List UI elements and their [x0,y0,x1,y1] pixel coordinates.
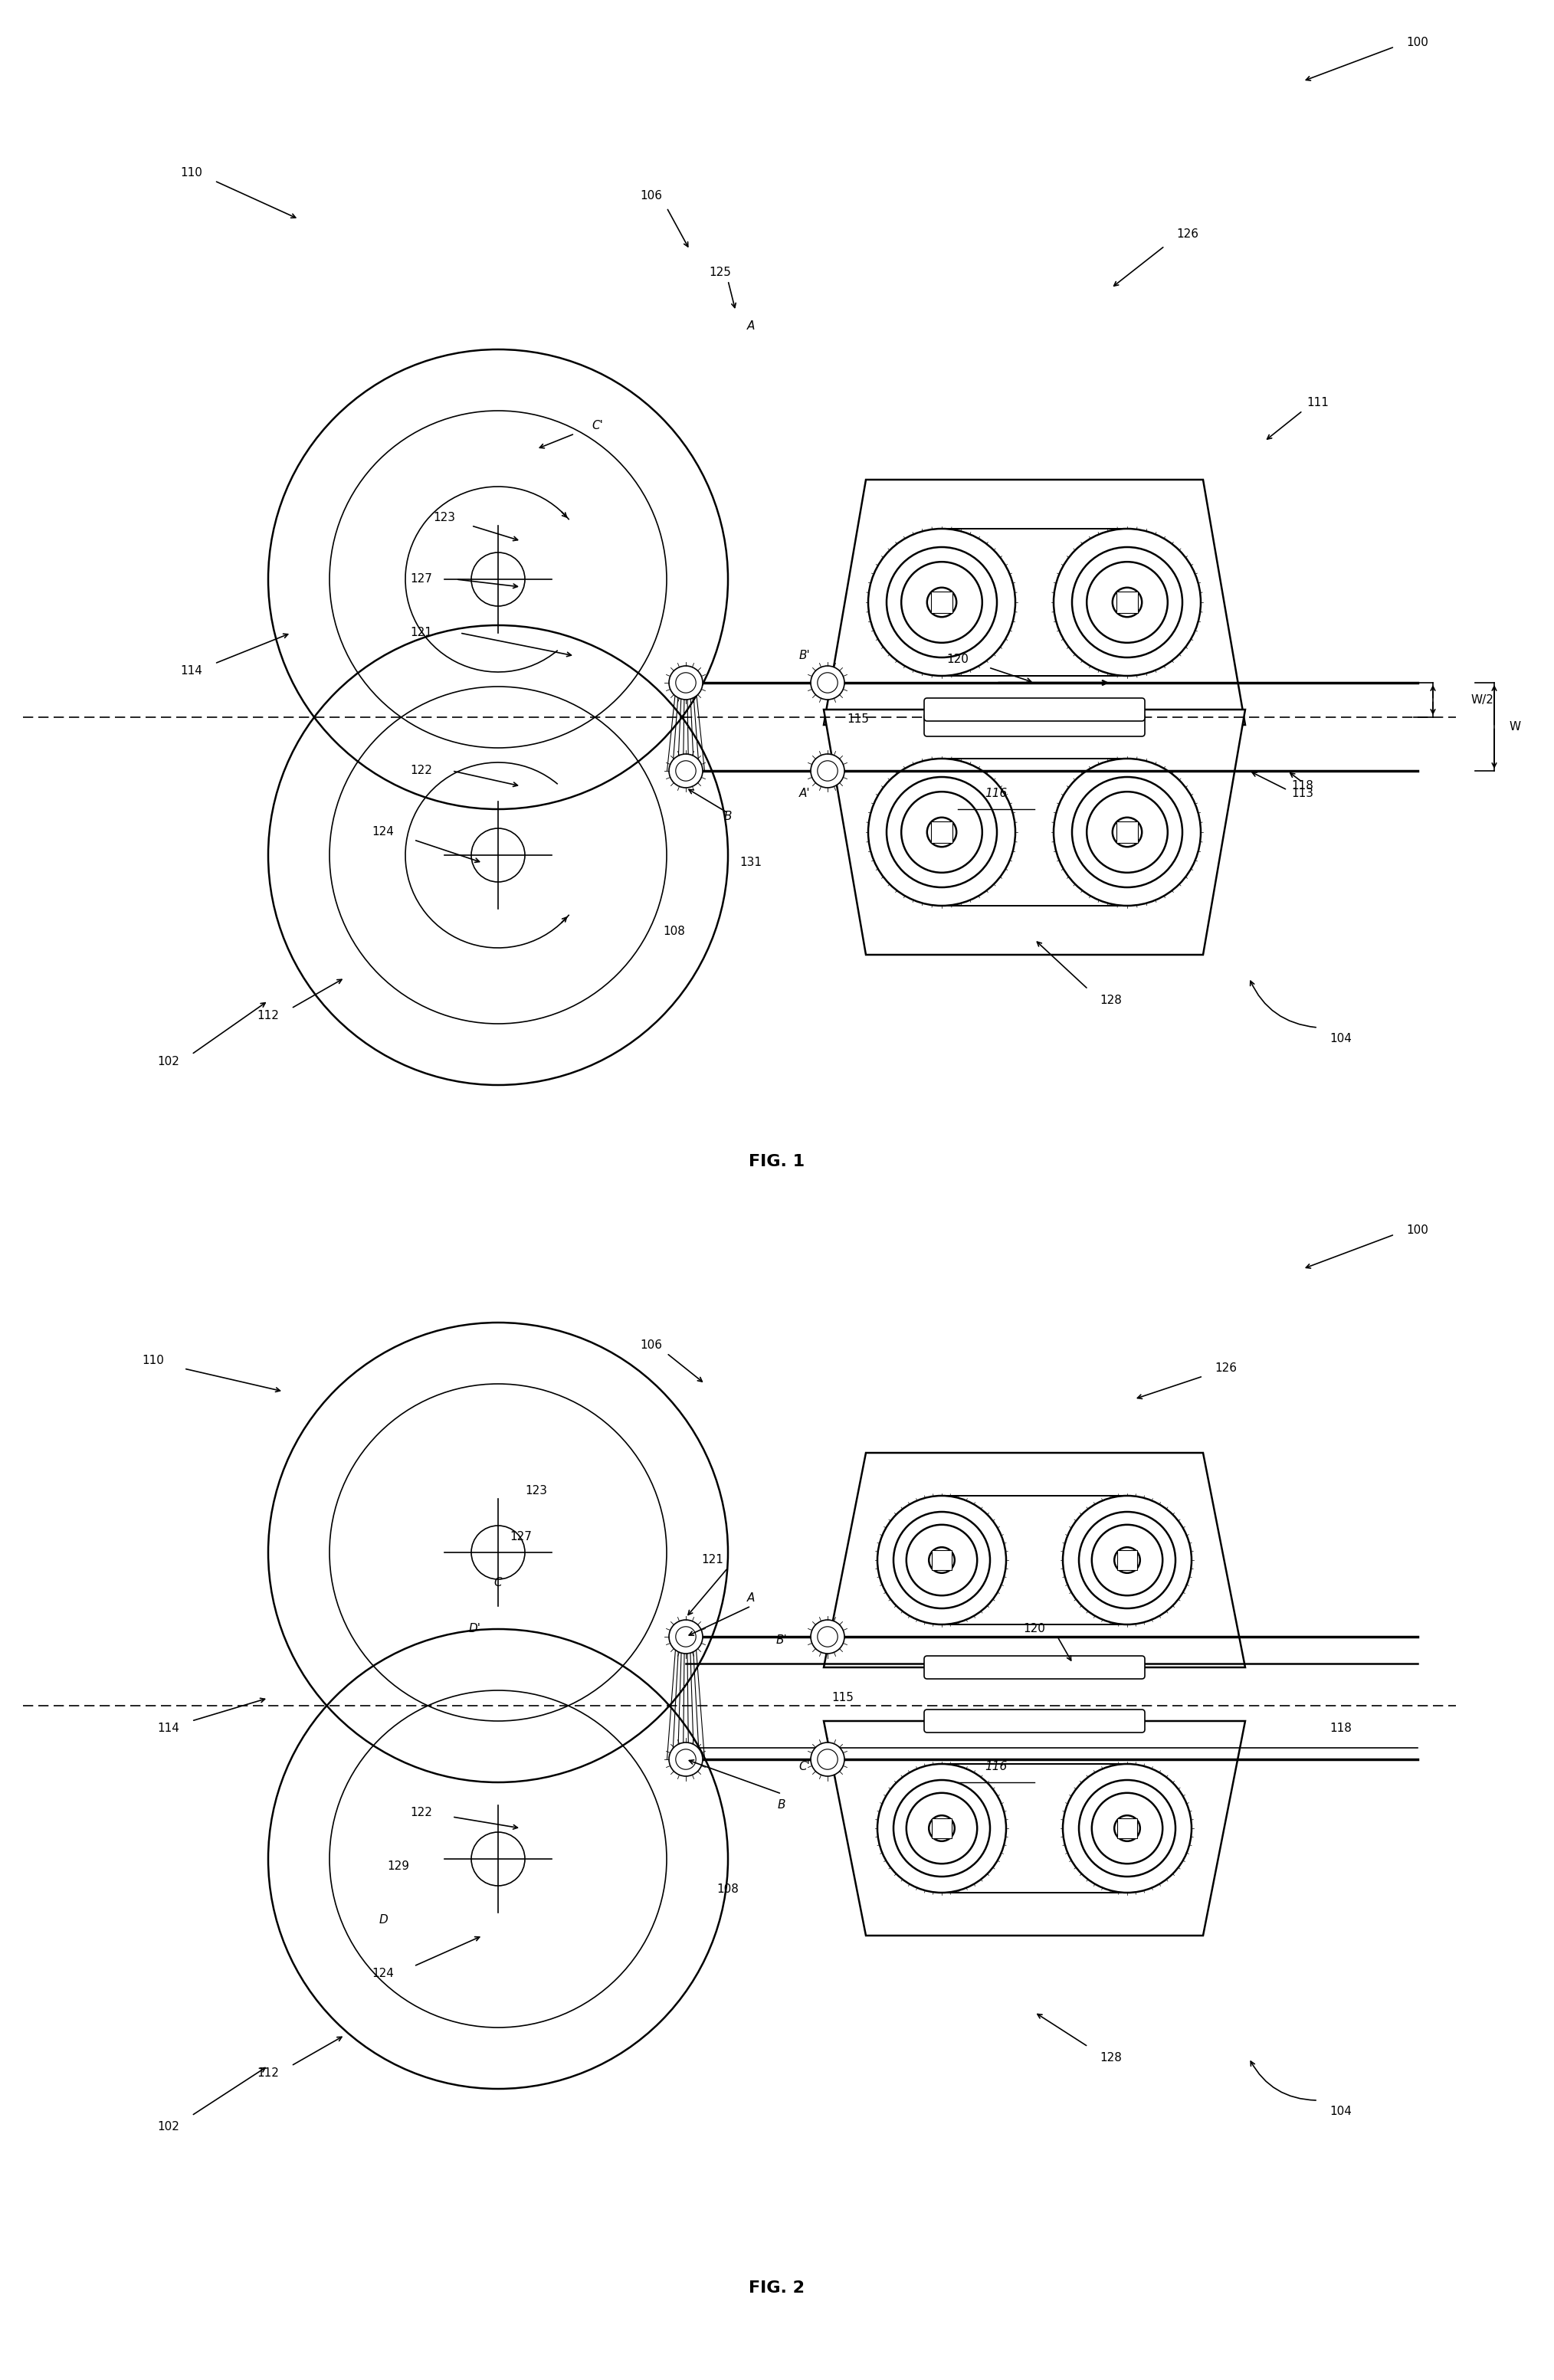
Text: FIG. 1: FIG. 1 [749,1154,805,1169]
Text: 123: 123 [525,1485,547,1497]
Text: 106: 106 [640,190,662,202]
Text: 129: 129 [387,1861,410,1873]
Circle shape [811,1742,844,1775]
Text: B': B' [799,650,810,662]
Text: 131: 131 [740,857,761,869]
Bar [1117,1818,1138,1837]
Text: 122: 122 [410,1806,432,1818]
Text: 108: 108 [716,1885,740,1894]
Text: 114: 114 [180,666,202,676]
Text: A: A [747,1592,755,1604]
Text: A': A' [799,788,810,800]
Bar [932,1549,951,1571]
Text: 106: 106 [640,1340,662,1352]
Text: 128: 128 [1100,995,1122,1007]
Circle shape [668,1621,702,1654]
Text: B: B [777,1799,786,1811]
Text: 116: 116 [985,1761,1007,1773]
Text: 120: 120 [1024,1623,1046,1635]
Circle shape [668,1742,702,1775]
Text: 110: 110 [143,1354,165,1366]
Text: 100: 100 [1406,38,1428,48]
Text: 112: 112 [256,2068,280,2080]
Text: W: W [1509,721,1521,733]
Text: 126: 126 [1176,228,1198,240]
Circle shape [811,666,844,700]
Text: 124: 124 [371,1968,395,1980]
Text: 114: 114 [157,1723,180,1735]
Polygon shape [824,1721,1245,1935]
Text: 121: 121 [410,628,432,638]
Text: D: D [379,1914,387,1925]
Text: 104: 104 [1330,2106,1352,2118]
Bar [1116,821,1138,843]
Text: 115: 115 [831,1692,855,1704]
Text: 110: 110 [180,167,202,178]
Text: 120: 120 [946,654,968,666]
Text: FIG. 2: FIG. 2 [749,2280,805,2297]
Text: 123: 123 [434,512,455,524]
Text: 112: 112 [256,1011,280,1021]
Circle shape [668,666,702,700]
Text: 125: 125 [709,267,732,278]
Text: 118: 118 [1291,781,1313,793]
Circle shape [811,1621,844,1654]
Text: D': D' [469,1623,482,1635]
Bar [931,821,953,843]
FancyBboxPatch shape [925,697,1145,721]
Text: 113: 113 [1291,788,1313,800]
Text: C': C' [592,421,603,431]
Polygon shape [824,709,1245,954]
Bar [1116,590,1138,614]
Circle shape [668,754,702,788]
Text: 116: 116 [985,788,1007,800]
Polygon shape [824,481,1245,726]
Bar [1117,1549,1138,1571]
Text: C': C' [799,1761,810,1773]
Text: 102: 102 [157,1057,180,1069]
Text: 124: 124 [371,826,395,838]
Text: 127: 127 [510,1530,531,1542]
Text: 128: 128 [1100,2052,1122,2063]
Circle shape [811,754,844,788]
Text: 108: 108 [664,926,685,938]
Text: A: A [747,321,755,333]
Text: B': B' [775,1635,788,1647]
Text: C: C [494,1578,502,1590]
Text: 115: 115 [847,714,869,726]
Bar [931,590,953,614]
FancyBboxPatch shape [925,714,1145,735]
Text: 100: 100 [1406,1226,1428,1235]
Text: 126: 126 [1215,1364,1237,1373]
Bar [932,1818,951,1837]
Text: 102: 102 [157,2121,180,2132]
Text: 104: 104 [1330,1033,1352,1045]
Text: W/2: W/2 [1472,695,1493,707]
Text: B: B [724,812,732,823]
Polygon shape [824,1452,1245,1668]
Text: 121: 121 [701,1554,724,1566]
FancyBboxPatch shape [925,1656,1145,1678]
Text: 127: 127 [410,574,432,585]
Text: 111: 111 [1307,397,1329,409]
FancyBboxPatch shape [925,1709,1145,1733]
Text: 122: 122 [410,764,432,776]
Text: 118: 118 [1330,1723,1352,1735]
